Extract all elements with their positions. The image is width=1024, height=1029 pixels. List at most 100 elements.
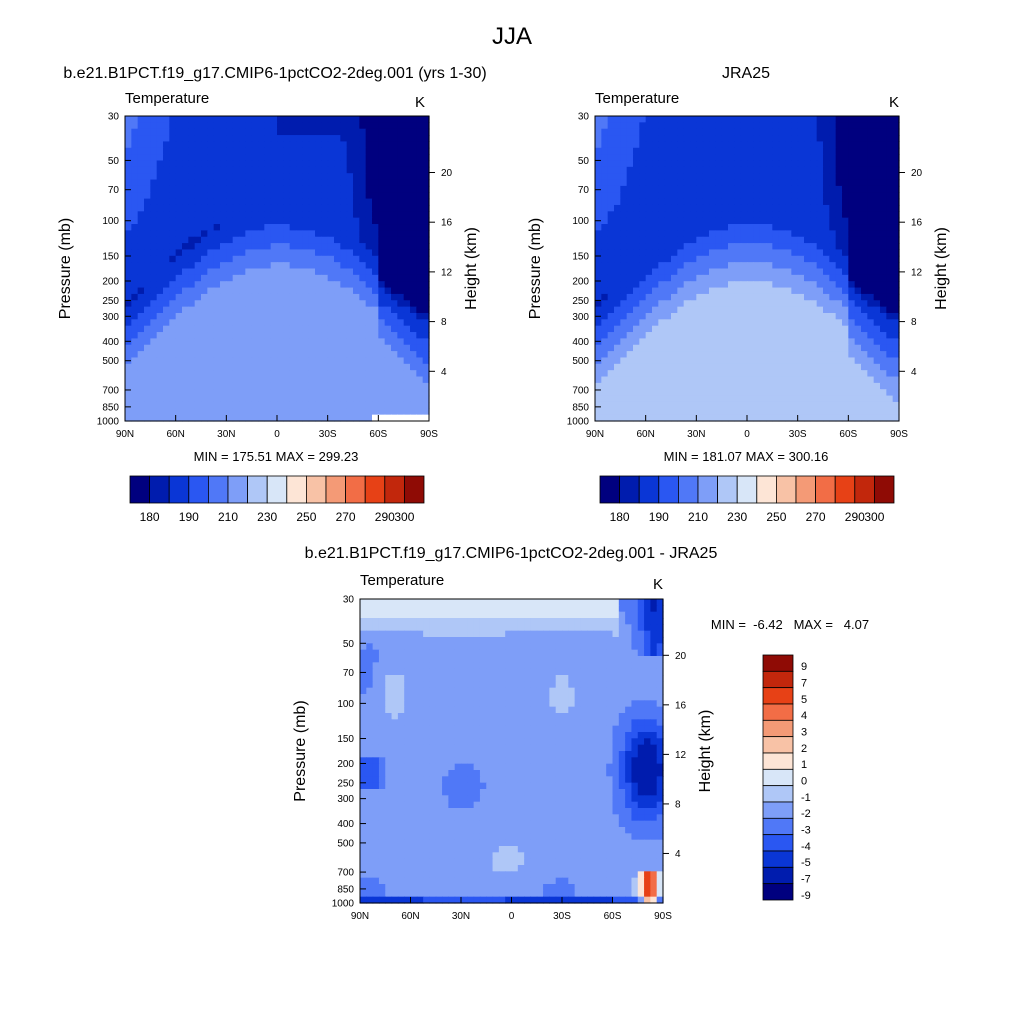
field-cell — [772, 382, 780, 390]
field-cell — [753, 268, 761, 276]
field-cell — [842, 198, 849, 206]
field-cell — [747, 154, 754, 162]
field-cell — [626, 211, 634, 219]
field-cell — [144, 414, 151, 422]
field-cell — [696, 192, 704, 200]
field-cell — [251, 414, 259, 422]
field-cell — [403, 154, 411, 162]
field-cell — [861, 255, 868, 263]
field-cell — [251, 351, 259, 359]
field-cell — [346, 204, 354, 212]
field-cell — [251, 147, 259, 155]
field-cell — [346, 293, 354, 301]
field-cell — [835, 287, 843, 295]
field-cell — [601, 192, 609, 200]
field-cell — [759, 389, 767, 397]
field-cell — [296, 236, 303, 244]
field-cell — [423, 618, 431, 625]
field-cell — [607, 338, 615, 346]
field-cell — [296, 363, 303, 371]
field-cell — [137, 370, 145, 378]
field-cell — [816, 179, 824, 187]
field-cell — [880, 306, 887, 314]
field-cell — [614, 287, 621, 295]
field-cell — [213, 230, 221, 238]
field-cell — [728, 414, 735, 422]
field-cell — [823, 306, 830, 314]
field-cell — [734, 395, 742, 403]
field-cell — [823, 319, 830, 327]
field-cell — [702, 255, 710, 263]
field-cell — [626, 300, 634, 308]
field-cell — [397, 382, 405, 390]
field-cell — [753, 141, 761, 149]
field-cell — [397, 192, 405, 200]
field-cell — [823, 230, 830, 238]
field-cell — [728, 357, 735, 365]
field-cell — [296, 370, 303, 378]
field-cell — [785, 160, 792, 168]
field-cell — [201, 319, 208, 327]
field-cell — [156, 192, 164, 200]
field-cell — [359, 135, 367, 143]
field-cell — [562, 599, 569, 606]
field-cell — [696, 262, 704, 270]
field-cell — [791, 344, 799, 352]
field-cell — [892, 211, 900, 219]
field-cell — [308, 332, 316, 339]
field-cell — [251, 281, 259, 289]
field-cell — [302, 243, 310, 251]
field-cell — [683, 287, 691, 295]
field-cell — [182, 135, 189, 143]
field-cell — [861, 230, 868, 238]
field-cell — [842, 179, 849, 187]
field-cell — [289, 173, 297, 181]
field-cell — [683, 325, 691, 333]
field-cell — [804, 408, 811, 416]
field-cell — [264, 236, 272, 244]
field-cell — [391, 262, 398, 270]
field-cell — [359, 332, 367, 339]
field-cell — [721, 166, 729, 174]
field-cell — [759, 204, 767, 212]
field-cell — [797, 166, 805, 174]
field-cell — [131, 325, 139, 333]
field-cell — [461, 624, 468, 632]
field-cell — [861, 173, 868, 181]
field-cell — [886, 249, 894, 257]
field-cell — [137, 192, 145, 200]
field-cell — [359, 122, 367, 130]
field-cell — [391, 351, 398, 359]
field-cell — [169, 116, 177, 123]
field-cell — [772, 408, 780, 416]
field-cell — [549, 637, 557, 644]
field-cell — [785, 389, 792, 397]
field-cell — [766, 357, 773, 365]
field-cell — [645, 217, 653, 225]
field-cell — [422, 325, 430, 333]
field-cell — [778, 389, 786, 397]
field-cell — [429, 643, 437, 651]
field-cell — [886, 344, 894, 352]
field-cell — [568, 599, 576, 606]
field-cell — [264, 357, 272, 365]
field-cell — [321, 173, 329, 181]
field-cell — [804, 370, 811, 378]
field-cell — [620, 173, 628, 181]
field-cell — [144, 185, 151, 193]
field-cell — [188, 370, 196, 378]
field-cell — [861, 401, 868, 409]
field-cell — [797, 204, 805, 212]
field-cell — [505, 611, 513, 619]
field-cell — [835, 414, 843, 422]
field-cell — [131, 363, 139, 371]
field-cell — [360, 605, 367, 613]
field-cell — [607, 274, 615, 282]
field-cell — [283, 401, 291, 409]
field-cell — [607, 319, 615, 327]
field-cell — [715, 204, 723, 212]
field-cell — [620, 287, 628, 295]
field-cell — [816, 147, 824, 155]
field-cell — [645, 395, 653, 403]
field-cell — [626, 147, 634, 155]
